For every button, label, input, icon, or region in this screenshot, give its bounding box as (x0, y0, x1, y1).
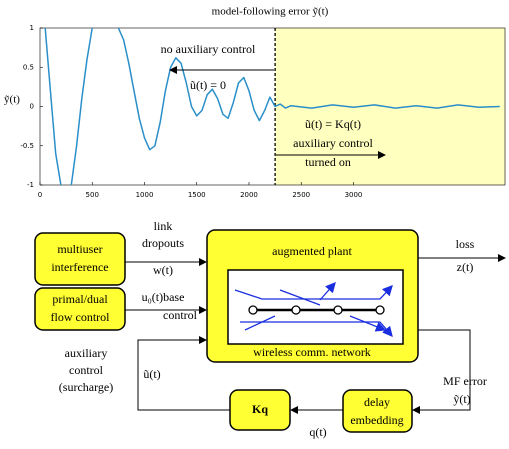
node-label: multiuser (57, 242, 102, 256)
node-label: flow control (51, 310, 111, 324)
y-tick-label: 1 (30, 24, 34, 32)
chart-title: model-following error ỹ(t) (212, 6, 329, 18)
x-tick-label: 1000 (136, 191, 154, 199)
annotation: no auxiliary control (161, 42, 256, 56)
annotation: ũ(t) = 0 (190, 78, 226, 92)
y-tick-label: -1 (27, 181, 34, 189)
edge-label: loss (456, 237, 475, 251)
figure: -1 -0.5 0 0.5 1 0 500 1000 1500 2000 2500 3000 mode… (0, 0, 509, 444)
chart: -1 -0.5 0 0.5 1 0 500 1000 1500 2000 2500 3000 (20, 0, 505, 209)
annotation: turned on (305, 155, 351, 169)
node-label: Kq (252, 402, 268, 416)
y-tick-label: -0.5 (20, 142, 34, 150)
x-tick-label: 3000 (345, 191, 363, 199)
x-tick-label: 500 (86, 191, 99, 199)
edge-label: w(t) (153, 263, 173, 277)
edge-label: control (69, 363, 104, 377)
y-tick-label: 0 (30, 103, 34, 111)
edge-label: q(t) (309, 425, 326, 439)
x-tick-label: 2500 (292, 191, 310, 199)
edge-label: auxiliary (65, 346, 108, 360)
annotation: ũ(t) = Kq(t) (305, 117, 361, 131)
node-label: augmented plant (272, 244, 352, 258)
edge-label: ũ(t) (143, 367, 160, 381)
node-label: wireless comm. network (253, 345, 371, 359)
x-tick-label: 2000 (240, 191, 258, 199)
annotation: auxiliary control (293, 136, 373, 150)
x-tick-label: 1500 (188, 191, 206, 199)
node-label: delay (364, 395, 390, 409)
x-tick-label: 0 (38, 191, 42, 199)
edge-label: ỹ(t) (453, 392, 470, 406)
edge-label: z(t) (457, 260, 474, 274)
node-label: interference (51, 260, 108, 274)
edge-label: dropouts (142, 236, 184, 250)
node-label: embedding (350, 413, 403, 427)
node-label: primal/dual (52, 292, 108, 306)
edge-label: control (163, 308, 198, 322)
edge-label: link (154, 219, 173, 233)
edge-label: (surcharge) (59, 380, 113, 394)
y-tick-label: 0.5 (23, 63, 34, 71)
y-axis-label: ỹ(t) (4, 94, 20, 106)
edge-label: u₀(t)base (142, 290, 185, 304)
edge-label: MF error (443, 374, 487, 388)
diagram: multiuser interference primal/dual flow … (35, 219, 505, 439)
